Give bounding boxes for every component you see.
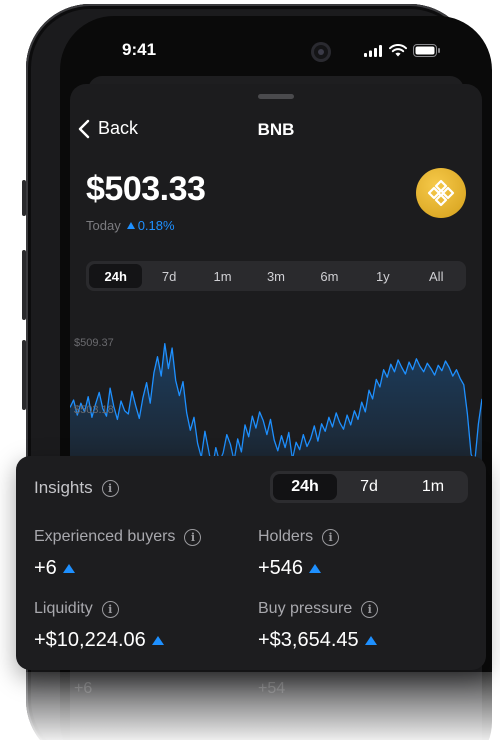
metric-value-row: +$3,654.45 bbox=[258, 629, 378, 652]
info-icon[interactable]: i bbox=[101, 600, 119, 618]
range-6m[interactable]: 6m bbox=[320, 268, 339, 284]
volume-down-button bbox=[22, 340, 26, 410]
up-triangle-icon bbox=[309, 564, 322, 573]
insights-title: Insights bbox=[34, 478, 93, 497]
volume-up-button bbox=[22, 250, 26, 320]
back-label: Back bbox=[98, 118, 139, 138]
tick-label-low: $503.18 bbox=[74, 404, 114, 416]
range-1m[interactable]: 1m bbox=[213, 268, 232, 284]
up-triangle-icon bbox=[126, 222, 135, 229]
time-range-selector: 24h 7d 1m 3m 6m 1y All bbox=[86, 261, 466, 291]
insights-card: Insights i 24h 7d 1m Experienced buyers … bbox=[16, 456, 486, 670]
range-24h[interactable]: 24h bbox=[89, 264, 143, 288]
bnb-diamond-icon bbox=[427, 179, 455, 207]
metric-label-row: Experienced buyers i bbox=[34, 528, 202, 546]
battery-icon bbox=[413, 44, 440, 57]
metric-label: Holders bbox=[258, 528, 314, 545]
up-triangle-icon bbox=[364, 636, 377, 645]
up-triangle-icon bbox=[151, 636, 164, 645]
chevron-left-icon bbox=[78, 119, 90, 138]
metric-value: +$10,224.06 bbox=[34, 629, 146, 651]
price-line bbox=[69, 343, 483, 470]
metric-label: Experienced buyers bbox=[34, 528, 176, 545]
metric-value: +546 bbox=[258, 557, 304, 579]
metric-liquidity: Liquidity i +$10,224.06 bbox=[34, 600, 164, 652]
ghost-value-right-text: +54 bbox=[258, 680, 286, 697]
sheet-grabber[interactable] bbox=[258, 94, 294, 99]
metric-label-row: Holders i bbox=[258, 528, 340, 546]
up-triangle-icon bbox=[62, 564, 75, 573]
ghost-value-left-text: +6 bbox=[74, 680, 93, 697]
metric-value-row: +546 bbox=[258, 557, 339, 580]
insights-tab-24h[interactable]: 24h bbox=[273, 474, 337, 500]
asset-price: $503.33 bbox=[86, 170, 206, 208]
range-all[interactable]: All bbox=[429, 268, 444, 284]
metric-value: +6 bbox=[34, 557, 57, 579]
ghost-value-right: +54 bbox=[258, 680, 285, 698]
price-change: 0.18% bbox=[126, 218, 175, 233]
insights-header: Insights i bbox=[34, 478, 119, 498]
status-time: 9:41 bbox=[122, 40, 157, 59]
front-camera-icon bbox=[311, 42, 331, 62]
status-icons bbox=[364, 44, 441, 57]
back-button[interactable]: Back bbox=[78, 118, 138, 139]
info-icon[interactable]: i bbox=[184, 528, 202, 546]
metric-value: +$3,654.45 bbox=[258, 629, 359, 651]
ghost-value-left: +6 bbox=[74, 680, 92, 698]
status-bar: 9:41 bbox=[60, 16, 492, 80]
period-label: Today bbox=[86, 218, 121, 233]
tick-label-high: $509.37 bbox=[74, 337, 114, 349]
metric-label: Buy pressure bbox=[258, 600, 353, 617]
info-icon[interactable]: i bbox=[361, 600, 379, 618]
metric-experienced-buyers: Experienced buyers i +6 bbox=[34, 528, 202, 580]
range-1y[interactable]: 1y bbox=[375, 268, 390, 284]
page-title: BNB bbox=[257, 120, 295, 139]
insights-tab-7d[interactable]: 7d bbox=[360, 478, 378, 495]
metric-label-row: Liquidity i bbox=[34, 600, 164, 618]
insights-range-selector: 24h 7d 1m bbox=[270, 471, 468, 503]
metric-value-row: +$10,224.06 bbox=[34, 629, 164, 652]
metric-label: Liquidity bbox=[34, 600, 93, 617]
info-icon[interactable]: i bbox=[101, 479, 119, 497]
action-button bbox=[22, 180, 26, 216]
range-3m[interactable]: 3m bbox=[266, 268, 285, 284]
cellular-signal-icon bbox=[364, 44, 382, 57]
range-7d[interactable]: 7d bbox=[161, 268, 177, 284]
price-change-value: 0.18% bbox=[137, 218, 175, 233]
metric-holders: Holders i +546 bbox=[258, 528, 340, 580]
price-change-row: Today 0.18% bbox=[86, 218, 175, 233]
metric-buy-pressure: Buy pressure i +$3,654.45 bbox=[258, 600, 379, 652]
wifi-icon bbox=[389, 44, 407, 57]
bnb-logo-icon bbox=[416, 168, 466, 218]
metric-value-row: +6 bbox=[34, 557, 201, 580]
info-icon[interactable]: i bbox=[322, 528, 340, 546]
metric-label-row: Buy pressure i bbox=[258, 600, 379, 618]
insights-tab-1m[interactable]: 1m bbox=[421, 478, 445, 495]
